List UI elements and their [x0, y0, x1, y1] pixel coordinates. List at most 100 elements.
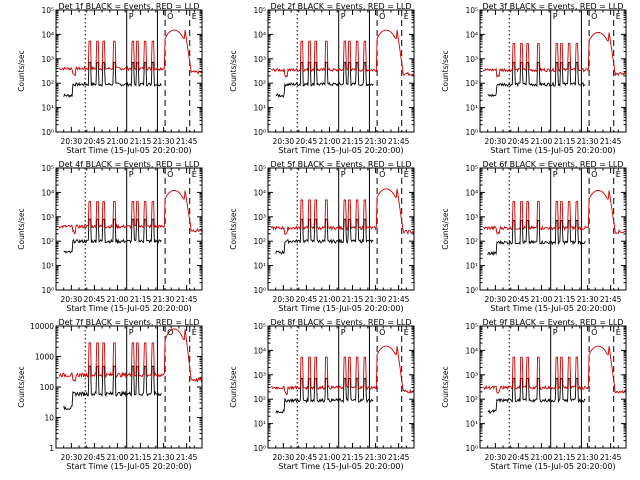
marker-label: P [553, 12, 558, 21]
x-tick-label: 21:00 [107, 295, 129, 304]
series-events-line [63, 365, 162, 411]
y-tick-label: 10⁴ [41, 188, 54, 197]
series-events-line [63, 218, 162, 254]
marker-label: P [341, 170, 346, 179]
series-lld-line [483, 345, 627, 394]
x-axis-label: Start Time (15-Jul-05 20:20:00) [490, 462, 615, 471]
x-tick-label: 21:45 [176, 295, 198, 304]
y-tick-label: 10⁰ [465, 444, 478, 453]
x-tick-label: 21:30 [577, 295, 599, 304]
chart-title: Det 8f BLACK = Events, RED = LLD [270, 318, 411, 327]
marker-label: E [192, 12, 197, 21]
x-tick-label: 20:30 [61, 295, 83, 304]
y-tick-label: 10⁰ [465, 286, 478, 295]
marker-label: O [167, 12, 173, 21]
x-tick-label: 21:00 [107, 137, 129, 146]
y-axis-label: Counts/sec [441, 366, 450, 407]
chart-title: Det 3f BLACK = Events, RED = LLD [482, 2, 623, 11]
x-tick-label: 21:30 [153, 137, 175, 146]
y-tick-label: 10¹ [41, 262, 54, 271]
x-tick-label: 21:30 [365, 453, 387, 462]
x-tick-label: 20:45 [84, 295, 106, 304]
x-tick-label: 21:45 [176, 453, 198, 462]
y-tick-label: 10⁰ [465, 128, 478, 137]
y-tick-label: 10⁴ [253, 188, 266, 197]
marker-label: O [591, 12, 597, 21]
plot-frame [267, 9, 415, 133]
x-tick-label: 21:00 [319, 295, 341, 304]
x-tick-label: 21:15 [342, 453, 364, 462]
y-tick-label: 10¹ [465, 104, 478, 113]
y-tick-label: 10¹ [253, 420, 266, 429]
y-tick-label: 10⁴ [465, 30, 478, 39]
x-tick-label: 21:45 [600, 453, 622, 462]
y-tick-label: 10⁵ [253, 322, 266, 331]
marker-label: P [553, 170, 558, 179]
y-tick-label: 10¹ [41, 104, 54, 113]
y-axis-label: Counts/sec [229, 366, 238, 407]
y-tick-label: 10⁵ [465, 322, 478, 331]
x-tick-label: 21:15 [554, 453, 576, 462]
y-tick-label: 10⁰ [253, 444, 266, 453]
series-lld-line [58, 190, 203, 235]
chart-title: Det 7f BLACK = Events, RED = LLD [58, 318, 199, 327]
series-events-line [275, 218, 374, 255]
x-axis-label: Start Time (15-Jul-05 20:20:00) [278, 146, 403, 155]
marker-label: P [553, 328, 558, 337]
y-tick-label: 10⁰ [253, 128, 266, 137]
series-events-line [275, 61, 374, 99]
series-lld-line [482, 32, 627, 79]
plot-frame [479, 9, 627, 133]
marker-label: E [404, 170, 409, 179]
x-tick-label: 21:45 [600, 295, 622, 304]
y-tick-label: 10⁰ [253, 286, 266, 295]
x-tick-label: 21:00 [107, 453, 129, 462]
plot-frame [55, 325, 203, 449]
marker-label: O [591, 328, 597, 337]
x-tick-label: 21:45 [388, 453, 410, 462]
x-axis-label: Start Time (15-Jul-05 20:20:00) [278, 462, 403, 471]
x-tick-label: 21:15 [130, 453, 152, 462]
x-tick-label: 21:15 [130, 137, 152, 146]
y-tick-label: 10⁵ [41, 164, 54, 173]
y-axis-label: Counts/sec [17, 208, 26, 249]
y-tick-label: 10¹ [465, 262, 478, 271]
x-tick-label: 21:15 [342, 295, 364, 304]
x-tick-label: 20:45 [508, 453, 530, 462]
marker-label: P [129, 328, 134, 337]
x-tick-label: 21:00 [319, 137, 341, 146]
y-tick-label: 10⁴ [41, 30, 54, 39]
x-tick-label: 21:15 [130, 295, 152, 304]
x-tick-label: 20:45 [296, 453, 318, 462]
x-tick-label: 20:45 [296, 295, 318, 304]
y-tick-label: 10³ [253, 213, 266, 222]
x-tick-label: 21:00 [531, 137, 553, 146]
marker-label: O [591, 170, 597, 179]
x-axis-label: Start Time (15-Jul-05 20:20:00) [66, 462, 191, 471]
y-tick-label: 10³ [465, 213, 478, 222]
marker-label: P [129, 12, 134, 21]
x-tick-label: 20:45 [508, 295, 530, 304]
marker-label: E [192, 328, 197, 337]
x-tick-label: 20:30 [485, 295, 507, 304]
y-tick-label: 10² [253, 395, 266, 404]
chart-title: Det 5f BLACK = Events, RED = LLD [270, 160, 411, 169]
x-tick-label: 21:15 [554, 295, 576, 304]
y-tick-label: 10² [41, 79, 54, 88]
x-axis-label: Start Time (15-Jul-05 20:20:00) [278, 304, 403, 313]
series-events-line [487, 219, 586, 256]
x-tick-label: 21:45 [388, 137, 410, 146]
y-tick-label: 10⁵ [253, 6, 266, 15]
y-tick-label: 10⁵ [465, 164, 478, 173]
x-tick-label: 20:30 [273, 295, 295, 304]
series-events-line [275, 377, 374, 414]
marker-label: E [616, 170, 621, 179]
x-tick-label: 21:00 [531, 453, 553, 462]
x-tick-label: 20:30 [273, 453, 295, 462]
marker-label: O [379, 170, 385, 179]
marker-label: E [616, 328, 621, 337]
y-tick-label: 10² [253, 79, 266, 88]
